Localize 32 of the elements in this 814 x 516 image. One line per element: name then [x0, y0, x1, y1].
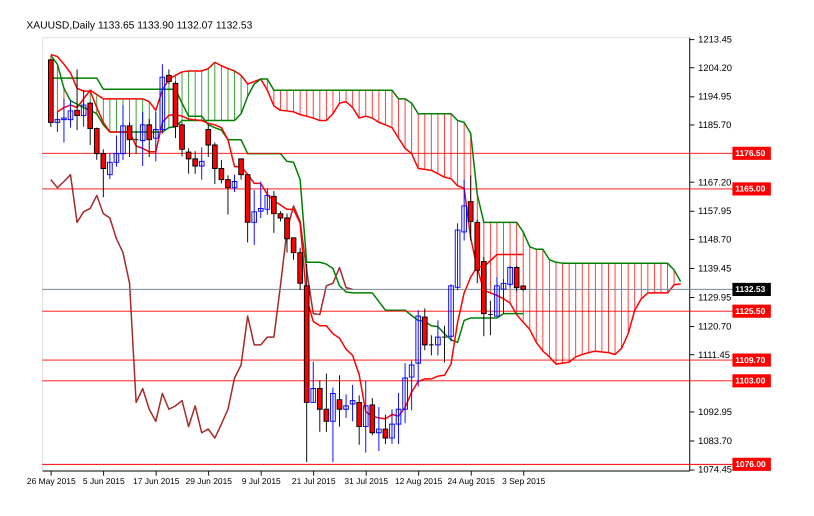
x-tick-label: 29 Jun 2015	[186, 476, 232, 486]
y-tick-label: 1148.70	[698, 234, 732, 245]
x-tick-label: 9 Jul 2015	[242, 476, 282, 486]
x-tick-label: 26 May 2015	[26, 476, 76, 486]
y-tick-label: 1074.45	[698, 464, 732, 474]
ref-line-label: 1076.00	[735, 459, 766, 470]
ref-line-label: 1176.50	[735, 148, 766, 158]
y-tick-label: 1204.20	[698, 62, 732, 73]
ref-line-label: 1132.53	[735, 284, 766, 294]
y-tick-label: 1185.70	[698, 120, 732, 130]
ref-line-label: 1103.00	[735, 376, 766, 386]
ref-line-label: 1109.70	[735, 354, 766, 365]
y-tick-label: 1120.70	[698, 321, 732, 332]
x-tick-label: 24 Aug 2015	[447, 476, 496, 486]
y-tick-label: 1083.70	[698, 436, 732, 446]
y-tick-label: 1213.45	[698, 34, 732, 44]
y-tick-label: 1139.45	[698, 263, 732, 274]
y-tick-label: 1167.20	[698, 177, 732, 188]
x-tick-label: 3 Sep 2015	[502, 476, 546, 486]
ref-line-label: 1165.00	[735, 184, 766, 194]
x-tick-label: 17 Jun 2015	[133, 476, 180, 486]
x-tick-label: 31 Jul 2015	[344, 476, 388, 486]
y-tick-label: 1092.95	[698, 407, 732, 418]
x-tick-label: 5 Jun 2015	[82, 476, 125, 486]
y-tick-label: 1157.95	[698, 206, 732, 216]
ref-line-label: 1125.50	[735, 306, 766, 316]
y-tick-label: 1129.95	[698, 292, 732, 303]
chart-title: XAUUSD,Daily 1133.65 1133.90 1132.07 1132.53	[26, 20, 253, 32]
x-tick-label: 12 Aug 2015	[394, 476, 443, 486]
y-tick-label: 1194.95	[698, 92, 732, 102]
y-tick-label: 1111.45	[698, 350, 730, 360]
x-tick-label: 21 Jul 2015	[292, 476, 336, 486]
